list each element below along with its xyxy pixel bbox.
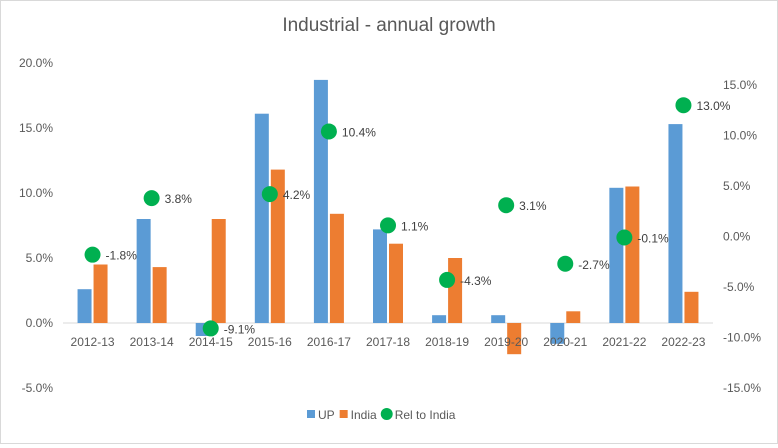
rel-to-india-data-label: 4.2% (283, 188, 311, 202)
right-tick-label: 0.0% (723, 230, 751, 244)
rel-to-india-data-label: -1.8% (106, 249, 138, 263)
bar-up (373, 229, 387, 323)
rel-to-india-point (675, 97, 692, 114)
category-label: 2015-16 (248, 335, 292, 349)
bar-india (625, 186, 640, 323)
bar-up (668, 124, 683, 323)
legend-label: Rel to India (395, 408, 456, 422)
rel-to-india-point (261, 186, 278, 203)
bar-india (507, 323, 522, 355)
category-label: 2017-18 (366, 335, 410, 349)
legend-label: UP (318, 408, 335, 422)
bar-up (491, 315, 506, 323)
bar-india (329, 213, 344, 323)
legend-label: India (351, 408, 377, 422)
bar-india (93, 264, 108, 323)
rel-to-india-point (202, 320, 219, 337)
bar-up (432, 315, 447, 323)
bars-group (77, 79, 699, 355)
bar-up (77, 289, 92, 323)
left-tick-label: -5.0% (22, 381, 54, 395)
rel-to-india-data-label: 3.8% (165, 192, 193, 206)
left-tick-label: 0.0% (26, 316, 54, 330)
bar-india (270, 169, 285, 323)
right-tick-label: 15.0% (723, 78, 757, 92)
legend-swatch-india (339, 410, 348, 418)
legend-swatch-rel-to-india (380, 408, 393, 420)
right-tick-label: -10.0% (723, 331, 761, 345)
rel-to-india-point (380, 217, 396, 234)
rel-to-india-data-label: 3.1% (519, 199, 547, 213)
chart-title: Industrial - annual growth (282, 15, 495, 36)
rel-to-india-data-label: -0.1% (637, 232, 669, 246)
bar-up (609, 187, 624, 323)
bar-india (211, 219, 226, 323)
rel-to-india-points: -1.8% 3.8% -9.1% 4.2% 10.4% 1.1% -4.3% 3.1% -2.7… (84, 97, 731, 337)
category-labels: 2012-13 2013-14 2014-15 2015-16 2016-17 2017-… (71, 335, 706, 349)
left-tick-label: 5.0% (26, 251, 54, 265)
bar-up (550, 323, 565, 344)
rel-to-india-data-label: -9.1% (224, 322, 256, 336)
bar-india (389, 243, 403, 323)
right-tick-label: 5.0% (723, 179, 751, 193)
right-tick-label: -15.0% (723, 381, 761, 395)
rel-to-india-data-label: 10.4% (342, 125, 376, 139)
category-label: 2021-22 (602, 335, 646, 349)
rel-to-india-data-label: 1.1% (401, 219, 429, 233)
rel-to-india-point (498, 197, 515, 214)
rel-to-india-data-label: -4.3% (460, 274, 492, 288)
rel-to-india-point (557, 255, 574, 272)
left-tick-label: 10.0% (19, 186, 53, 200)
category-label: 2020-21 (543, 335, 587, 349)
bar-up (313, 79, 328, 324)
bar-india (152, 267, 167, 323)
category-label: 2012-13 (71, 335, 115, 349)
category-label: 2022-23 (661, 335, 705, 349)
legend: UP India Rel to India (307, 408, 456, 422)
rel-to-india-point (616, 229, 633, 246)
bar-india (448, 258, 463, 323)
legend-swatch-up (307, 410, 315, 418)
category-label: 2014-15 (189, 335, 233, 349)
rel-to-india-point (439, 271, 456, 288)
right-tick-label: 10.0% (723, 129, 757, 143)
bar-india (684, 291, 699, 323)
bar-india (566, 311, 581, 323)
rel-to-india-point (84, 246, 101, 263)
bar-up (136, 219, 151, 323)
rel-to-india-point (143, 190, 160, 207)
category-label: 2013-14 (130, 335, 174, 349)
left-tick-label: 15.0% (19, 121, 53, 135)
right-tick-label: -5.0% (723, 280, 755, 294)
rel-to-india-point (320, 123, 337, 140)
category-label: 2019-20 (484, 335, 528, 349)
rel-to-india-data-label: -2.7% (578, 258, 610, 272)
right-axis: 15.0% 10.0% 5.0% 0.0% -5.0% -10.0% -15.0% (723, 78, 761, 395)
left-axis: 20.0% 15.0% 10.0% 5.0% 0.0% -5.0% (19, 56, 53, 395)
category-label: 2016-17 (307, 335, 351, 349)
left-tick-label: 20.0% (19, 56, 53, 70)
bar-up (254, 113, 269, 323)
rel-to-india-data-label: 13.0% (696, 99, 730, 113)
category-label: 2018-19 (425, 335, 469, 349)
